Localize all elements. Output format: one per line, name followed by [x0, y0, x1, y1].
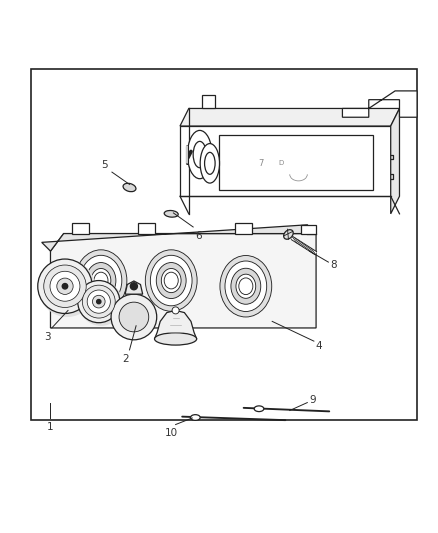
Text: 9: 9: [309, 395, 315, 406]
Ellipse shape: [164, 211, 178, 217]
Circle shape: [38, 259, 92, 313]
Text: 7: 7: [258, 159, 263, 168]
Circle shape: [172, 307, 179, 314]
Text: 3: 3: [44, 333, 51, 342]
Bar: [72, 223, 89, 233]
Ellipse shape: [150, 255, 192, 306]
Circle shape: [50, 271, 80, 301]
Text: 6: 6: [195, 230, 201, 240]
Ellipse shape: [225, 261, 266, 311]
Bar: [234, 223, 251, 233]
Text: 2: 2: [121, 354, 128, 364]
Circle shape: [96, 300, 101, 304]
Ellipse shape: [154, 333, 196, 345]
Ellipse shape: [156, 263, 186, 298]
Circle shape: [87, 290, 110, 313]
Circle shape: [119, 302, 148, 332]
Circle shape: [44, 265, 86, 308]
Ellipse shape: [187, 131, 212, 179]
Circle shape: [62, 284, 67, 289]
Text: D: D: [278, 160, 283, 166]
Ellipse shape: [91, 269, 110, 293]
Ellipse shape: [80, 255, 122, 306]
Ellipse shape: [200, 143, 219, 183]
Ellipse shape: [79, 281, 123, 326]
Ellipse shape: [161, 269, 181, 293]
Ellipse shape: [236, 274, 255, 298]
Polygon shape: [201, 95, 215, 108]
Polygon shape: [154, 310, 196, 339]
Polygon shape: [300, 225, 315, 233]
Ellipse shape: [94, 272, 108, 289]
Text: 10: 10: [164, 427, 177, 438]
Text: 4: 4: [314, 341, 321, 351]
Ellipse shape: [219, 255, 271, 317]
Circle shape: [111, 294, 156, 340]
Circle shape: [82, 285, 115, 318]
Polygon shape: [180, 126, 390, 196]
Text: 8: 8: [329, 260, 336, 270]
Polygon shape: [180, 108, 399, 126]
Polygon shape: [125, 281, 142, 294]
Polygon shape: [42, 225, 315, 251]
Ellipse shape: [123, 183, 136, 192]
Ellipse shape: [254, 406, 263, 411]
Text: 1: 1: [47, 422, 54, 432]
Ellipse shape: [39, 260, 95, 317]
Circle shape: [57, 278, 73, 294]
Ellipse shape: [145, 250, 197, 311]
Circle shape: [92, 295, 105, 308]
Ellipse shape: [283, 230, 293, 239]
Ellipse shape: [193, 141, 206, 168]
Bar: [219, 135, 372, 190]
Circle shape: [130, 282, 137, 290]
Text: 5: 5: [101, 160, 108, 170]
Ellipse shape: [86, 263, 116, 298]
Ellipse shape: [190, 415, 200, 421]
Ellipse shape: [75, 250, 127, 311]
Polygon shape: [390, 108, 399, 214]
Ellipse shape: [238, 278, 252, 295]
Ellipse shape: [164, 272, 178, 289]
Circle shape: [78, 280, 120, 322]
Polygon shape: [342, 91, 416, 117]
Ellipse shape: [230, 268, 260, 304]
Bar: [31, 69, 416, 420]
Ellipse shape: [204, 152, 215, 174]
Bar: [138, 223, 155, 233]
Polygon shape: [50, 233, 315, 328]
